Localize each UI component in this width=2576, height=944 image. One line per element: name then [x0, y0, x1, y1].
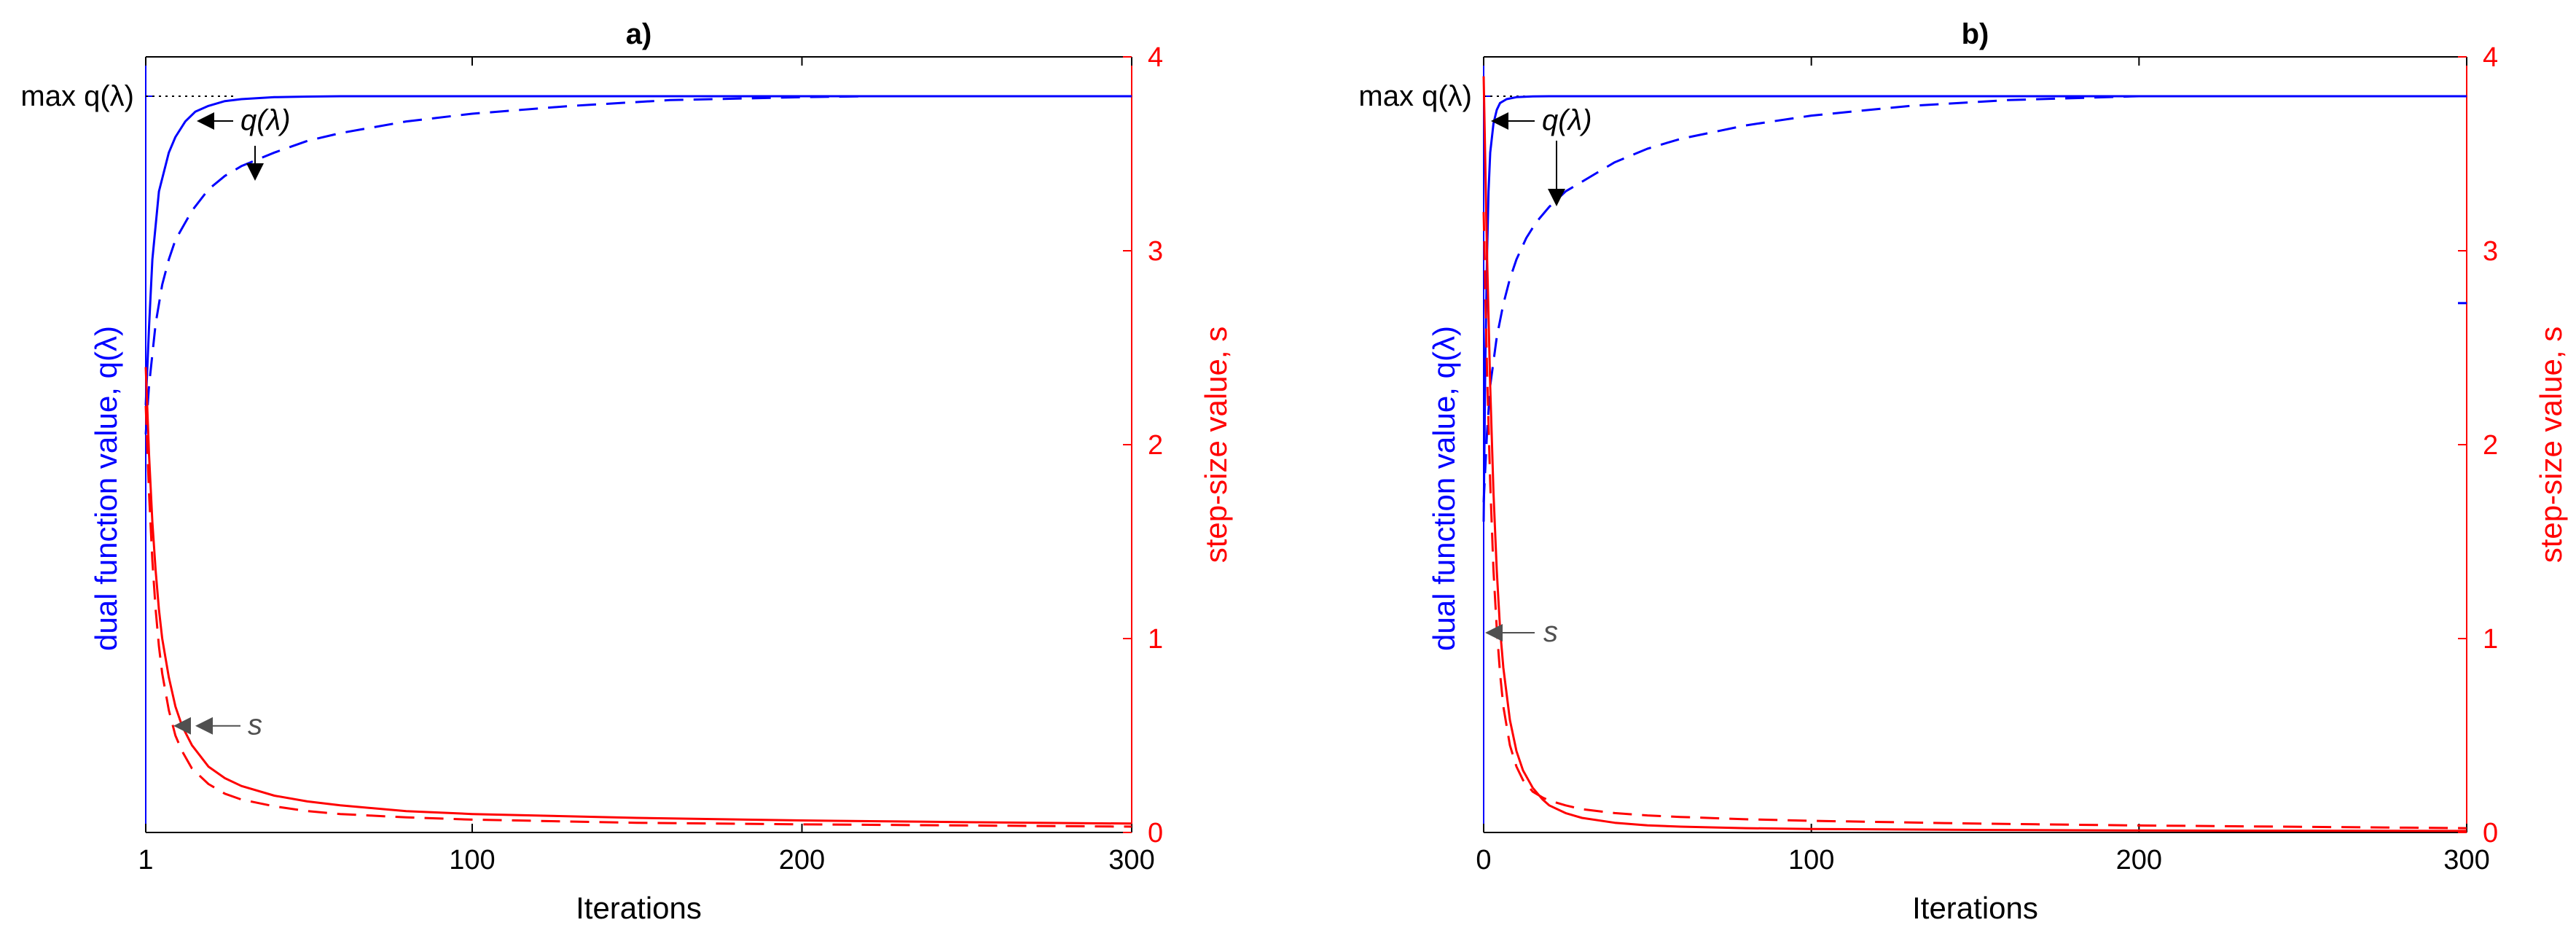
y-right-axis-label: step-size value, s	[2534, 327, 2568, 563]
step-solid-line	[1482, 76, 2467, 832]
dual-solid-line	[1482, 95, 2467, 522]
step-dashed-line	[144, 405, 1132, 828]
x-tick-label: 100	[449, 845, 495, 875]
y-left-axis-label: dual function value, q(λ)	[1427, 326, 1461, 651]
panel-a: a) 1 100 200 300 Iterations 0 1 2 3 4 step-size val…	[20, 18, 1233, 925]
y-right-tick-label: 4	[2483, 42, 2498, 73]
y-right-tick-label: 1	[1148, 624, 1163, 655]
annotation-arrow-q-solid-head	[197, 112, 214, 130]
x-tick-label: 200	[2116, 845, 2162, 875]
y-left-tick-label: max q(λ)	[20, 80, 134, 112]
panel-b: b) 0 100 200 300 Iterations 0 1 2 3 4 step-size val…	[1358, 18, 2568, 925]
y-right-tick-label: 2	[1148, 430, 1163, 461]
dual-dashed-line	[144, 95, 869, 434]
dual-solid-line	[144, 95, 1132, 405]
annotation-arrow-q-dashed-head	[246, 163, 264, 181]
x-tick-label: 300	[2443, 845, 2489, 875]
x-axis-label: Iterations	[1912, 891, 2038, 925]
annotation-label-q: q(λ)	[1542, 104, 1592, 136]
x-tick-label: 300	[1108, 845, 1154, 875]
x-tick-label: 0	[1476, 845, 1491, 875]
annotation-arrow-s-head-2	[195, 717, 213, 735]
annotation-label-s: s	[248, 709, 262, 741]
y-right-tick-label: 1	[2483, 624, 2498, 655]
y-right-axis-label: step-size value, s	[1199, 327, 1233, 563]
annotation-arrow-q-solid-head	[1491, 112, 1508, 130]
y-right-tick-label: 4	[1148, 42, 1163, 73]
y-left-axis-label: dual function value, q(λ)	[89, 326, 123, 651]
annotation-arrow-s-head-1	[173, 717, 191, 735]
x-axis-label: Iterations	[576, 891, 702, 925]
x-tick-label: 100	[1788, 845, 1834, 875]
step-solid-line	[144, 367, 1132, 825]
step-dashed-line	[1482, 211, 2467, 830]
annotation-arrow-q-dashed-head	[1548, 189, 1565, 206]
dual-dashed-line	[1482, 95, 2140, 503]
y-right-tick-label: 0	[1148, 818, 1163, 849]
y-right-tick-label: 2	[2483, 430, 2498, 461]
x-tick-label: 1	[138, 845, 153, 875]
annotation-label-s: s	[1543, 616, 1558, 648]
panel-title: a)	[626, 18, 652, 50]
y-right-tick-label: 0	[2483, 818, 2498, 849]
panel-title: b)	[1962, 18, 1989, 50]
y-right-tick-label: 3	[2483, 236, 2498, 267]
y-left-tick-label: max q(λ)	[1358, 80, 1472, 112]
y-right-tick-label: 3	[1148, 236, 1163, 267]
annotation-label-q: q(λ)	[240, 104, 291, 136]
x-tick-label: 200	[779, 845, 825, 875]
annotation-arrow-s-head	[1485, 624, 1503, 642]
